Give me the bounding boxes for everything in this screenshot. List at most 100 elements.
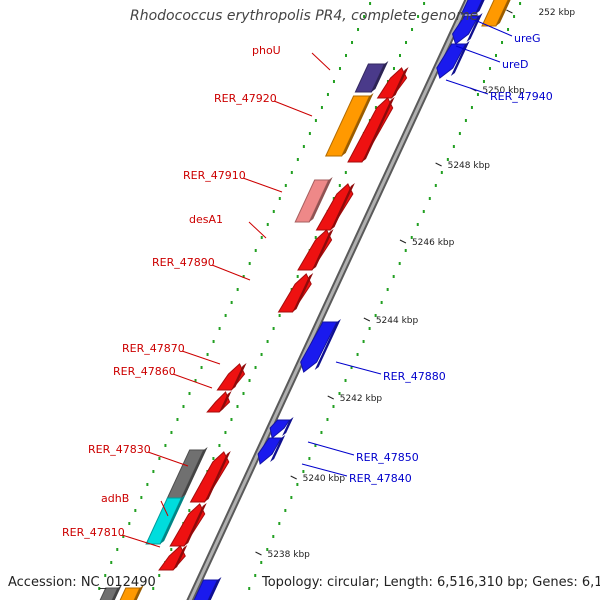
ring-dot bbox=[140, 496, 143, 499]
leader-line bbox=[181, 350, 221, 365]
ring-dot bbox=[368, 327, 371, 330]
leader-line bbox=[211, 264, 251, 281]
ring-dot bbox=[338, 184, 341, 187]
ring-dot bbox=[320, 106, 323, 109]
ring-dot bbox=[176, 418, 179, 421]
ring-dot bbox=[242, 392, 245, 395]
ring-dot bbox=[338, 392, 341, 395]
tick-mark bbox=[435, 162, 442, 167]
ring-dot bbox=[260, 561, 263, 564]
feature-red-5 bbox=[169, 503, 206, 547]
ring-dot bbox=[434, 184, 437, 187]
ring-dot bbox=[158, 574, 161, 577]
ring-dot bbox=[230, 418, 233, 421]
gene-label: desA1 bbox=[189, 213, 223, 226]
ring-dot bbox=[338, 67, 341, 70]
ring-dot bbox=[254, 249, 257, 252]
tick-label: 5240 kbp bbox=[303, 474, 346, 484]
feature-bottom-blue bbox=[193, 579, 219, 600]
feature-top-orange bbox=[481, 0, 509, 27]
ring-dot bbox=[236, 405, 239, 408]
feature-RER_47920-side bbox=[341, 93, 374, 156]
ring-dot bbox=[374, 106, 377, 109]
ring-dot bbox=[212, 340, 215, 343]
feature-RER_47840-side bbox=[270, 435, 286, 462]
feature-RER_47890 bbox=[277, 273, 312, 313]
tick-mark bbox=[290, 475, 297, 480]
ring-dot bbox=[272, 535, 275, 538]
ring-dot bbox=[494, 54, 497, 57]
ring-dot bbox=[290, 496, 293, 499]
ring-dot bbox=[278, 522, 281, 525]
feature-red-4-side bbox=[204, 451, 231, 502]
ring-dot bbox=[392, 275, 395, 278]
ring-dot bbox=[248, 587, 251, 590]
ring-dot bbox=[266, 548, 269, 551]
ring-dot bbox=[266, 340, 269, 343]
ring-dot bbox=[272, 327, 275, 330]
ring-dot bbox=[404, 249, 407, 252]
ring-dot bbox=[416, 223, 419, 226]
ring-dot bbox=[116, 548, 119, 551]
feature-red-1 bbox=[376, 67, 408, 99]
ring-dot bbox=[440, 171, 443, 174]
ring-dot bbox=[278, 314, 281, 317]
ring-dot bbox=[158, 457, 161, 460]
ring-dot bbox=[392, 67, 395, 70]
feature-RER_47850-side bbox=[282, 417, 294, 436]
ring-dot bbox=[296, 483, 299, 486]
ring-dot bbox=[356, 353, 359, 356]
ring-dot bbox=[290, 171, 293, 174]
feature-red-3 bbox=[315, 183, 354, 231]
ring-dot bbox=[170, 548, 173, 551]
ring-dot bbox=[296, 275, 299, 278]
ring-dot bbox=[308, 132, 311, 135]
ring-dot bbox=[326, 93, 329, 96]
ring-dot bbox=[314, 236, 317, 239]
ring-dot bbox=[308, 457, 311, 460]
ring-dot bbox=[398, 262, 401, 265]
feature-bottom-gray-side bbox=[112, 585, 122, 600]
gene-label: RER_47830 bbox=[88, 443, 151, 456]
ring-dot bbox=[260, 353, 263, 356]
ring-dot bbox=[212, 457, 215, 460]
ring-dot bbox=[98, 587, 101, 590]
ring-dot bbox=[218, 444, 221, 447]
ring-dot bbox=[417, 15, 420, 18]
leader-line bbox=[273, 100, 313, 117]
ring-dot bbox=[224, 314, 227, 317]
feature-RER_47840 bbox=[257, 437, 283, 465]
ring-dot bbox=[152, 587, 155, 590]
ring-dot bbox=[344, 54, 347, 57]
feature-ureD bbox=[436, 43, 467, 79]
leader-line bbox=[248, 221, 267, 239]
feature-RER_47910-side bbox=[309, 177, 333, 222]
feature-ureD-a bbox=[452, 15, 480, 45]
ring-dot bbox=[194, 379, 197, 382]
accession-text: Accession: NC_012490 bbox=[8, 575, 156, 590]
ring-dot bbox=[302, 470, 305, 473]
gene-label: ureG bbox=[514, 32, 541, 45]
gene-label: RER_47890 bbox=[152, 256, 215, 269]
feature-RER_47860-side bbox=[219, 391, 232, 412]
page-title: Rhodococcus erythropolis PR4, complete g… bbox=[130, 8, 479, 24]
feature-RER_47810-side bbox=[173, 545, 188, 570]
ring-dot bbox=[320, 431, 323, 434]
gene-label: ureD bbox=[502, 58, 529, 71]
feature-RER_47890-side bbox=[292, 273, 314, 312]
feature-bottom-orange bbox=[119, 587, 141, 600]
ring-dot bbox=[470, 106, 473, 109]
ring-dot bbox=[326, 418, 329, 421]
leader-line bbox=[160, 500, 169, 517]
ring-dot bbox=[428, 197, 431, 200]
ring-dot bbox=[350, 366, 353, 369]
leader-line bbox=[445, 79, 489, 95]
leader-line bbox=[242, 177, 283, 193]
ring-dot bbox=[374, 314, 377, 317]
ring-dot bbox=[188, 392, 191, 395]
gene-label: RER_47850 bbox=[356, 451, 419, 464]
leader-line bbox=[301, 463, 348, 477]
feature-top-orange-side bbox=[495, 0, 511, 26]
feature-RER_47830-side bbox=[181, 447, 208, 498]
